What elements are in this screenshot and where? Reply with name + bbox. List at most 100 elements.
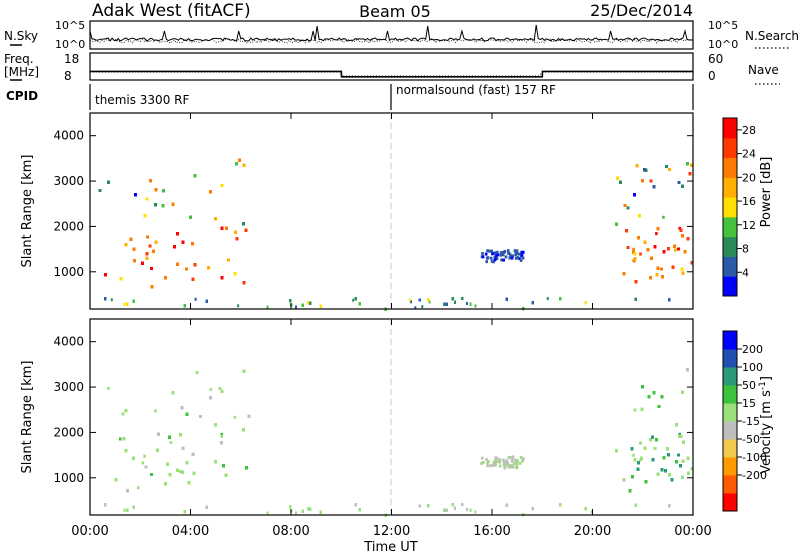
- range-gate-point: [486, 256, 490, 260]
- range-gate-point: [655, 232, 658, 236]
- range-gate-point: [690, 163, 693, 167]
- range-gate-point: [514, 459, 518, 463]
- range-gate-point: [129, 237, 133, 241]
- range-gate-point: [185, 412, 189, 416]
- range-gate-point: [238, 158, 241, 162]
- range-gate-point: [149, 179, 152, 183]
- range-gate-point: [502, 463, 506, 467]
- range-gate-point: [506, 464, 509, 468]
- range-gate-point: [504, 462, 508, 466]
- range-gate-point: [154, 203, 157, 207]
- range-gate-point: [235, 162, 238, 166]
- range-gate-point: [519, 258, 523, 262]
- cpid-segment-2: normalsound (fast) 157 RF: [396, 83, 556, 97]
- range-gate-point: [169, 441, 173, 444]
- range-gate-point: [146, 235, 149, 239]
- range-gate-point: [502, 458, 505, 462]
- range-gate-point: [352, 298, 355, 302]
- range-gate-point: [199, 415, 202, 418]
- range-gate-point: [242, 222, 245, 226]
- range-gate-point: [616, 176, 619, 180]
- cpid-segment-1: themis 3300 RF: [95, 93, 189, 107]
- range-gate-point: [505, 297, 508, 301]
- range-gate-point: [183, 304, 186, 308]
- range-gate-point: [641, 179, 644, 183]
- range-gate-point: [143, 214, 147, 218]
- range-gate-point: [193, 174, 197, 178]
- range-gate-point: [143, 454, 146, 458]
- range-gate-point: [522, 250, 525, 254]
- range-gate-point: [164, 276, 167, 280]
- range-gate-point: [207, 266, 210, 270]
- range-gate-point: [518, 252, 521, 256]
- range-gate-point: [124, 409, 128, 413]
- range-gate-point: [688, 172, 692, 176]
- cpid-panel: CPID themis 3300 RF normalsound (fast) 1…: [6, 83, 694, 110]
- range-gate-point: [498, 464, 502, 468]
- range-gate-point: [480, 461, 483, 465]
- colorbar-swatch: [723, 216, 737, 238]
- power-cbar-tick: 20: [742, 171, 756, 184]
- range-gate-point: [145, 197, 149, 201]
- range-gate-point: [428, 300, 431, 304]
- nave-tick-top: 60: [708, 52, 723, 66]
- range-gate-point: [185, 461, 189, 465]
- range-gate-point: [114, 478, 118, 482]
- range-gate-point: [307, 301, 310, 305]
- range-gate-point: [469, 302, 472, 306]
- range-gate-point: [309, 301, 312, 305]
- colorbar-swatch: [723, 157, 737, 178]
- range-gate-point: [295, 305, 297, 309]
- colorbar-swatch: [723, 177, 737, 198]
- range-gate-point: [171, 391, 175, 395]
- range-gate-point: [193, 263, 197, 267]
- range-gate-point: [482, 461, 485, 464]
- range-gate-point: [209, 396, 212, 400]
- range-gate-point: [181, 470, 184, 474]
- range-gate-point: [505, 460, 508, 464]
- colorbar-swatch: [723, 197, 737, 218]
- range-gate-point: [625, 229, 628, 233]
- range-gate-point: [649, 276, 652, 280]
- range-gate-point: [653, 245, 657, 249]
- range-gate-point: [681, 271, 685, 275]
- range-gate-point: [154, 240, 158, 244]
- range-gate-point: [421, 305, 424, 309]
- range-gate-point: [454, 300, 456, 304]
- range-gate-point: [410, 300, 412, 304]
- range-gate-point: [519, 455, 523, 459]
- range-gate-point: [511, 455, 515, 459]
- range-gate-point: [662, 250, 666, 254]
- range-gate-point: [214, 423, 217, 427]
- nsky-tick-top: 10^5: [55, 19, 85, 32]
- range-gate-point: [498, 460, 502, 464]
- range-gate-point: [673, 244, 676, 248]
- range-gate-point: [686, 237, 690, 241]
- range-gate-point: [171, 202, 175, 206]
- range-gate-point: [408, 298, 411, 302]
- range-gate-point: [632, 259, 636, 263]
- y-tick-label: 2000: [53, 219, 84, 233]
- power-cbar-tick: 12: [742, 219, 756, 232]
- range-gate-point: [414, 306, 417, 310]
- range-gate-point: [194, 297, 197, 301]
- range-gate-point: [521, 459, 524, 463]
- range-gate-point: [623, 204, 627, 207]
- power-cbar-tick: 28: [742, 124, 756, 137]
- freq-panel: Freq. [MHz] 18 8 60 0 Nave: [4, 52, 780, 85]
- range-gate-point: [632, 247, 635, 251]
- y-tick-label: 1000: [53, 265, 84, 279]
- range-gate-point: [119, 437, 122, 441]
- range-gate-point: [515, 466, 518, 470]
- range-gate-point: [132, 247, 136, 251]
- range-gate-point: [484, 252, 488, 256]
- y-tick-label: 3000: [53, 174, 84, 188]
- range-gate-point: [289, 299, 292, 303]
- range-gate-point: [678, 226, 681, 230]
- range-gate-point: [660, 267, 663, 271]
- colorbar-swatch: [723, 276, 737, 297]
- range-gate-point: [222, 464, 225, 468]
- range-gate-point: [508, 256, 511, 260]
- range-gate-point: [649, 179, 653, 183]
- range-gate-point: [107, 180, 110, 184]
